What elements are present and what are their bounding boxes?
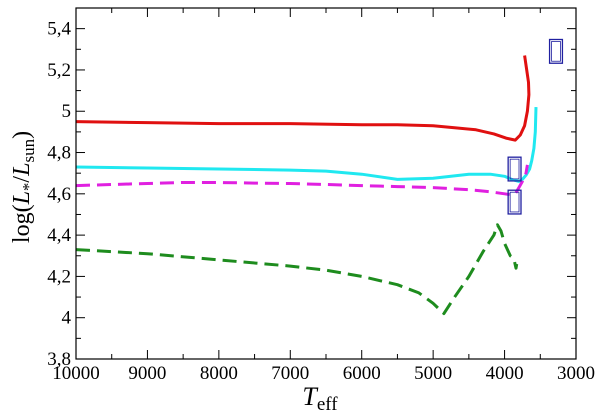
marker-box — [548, 38, 564, 64]
x-tick-label: 3000 — [557, 363, 595, 384]
x-tick-label: 6000 — [343, 363, 381, 384]
series-line-1 — [75, 55, 531, 142]
y-tick-label: 5,2 — [47, 60, 71, 81]
ticks-layer: 10000 9000 8000 7000 6000 5000 4000 3000 3,8 4 4,2… — [47, 8, 595, 384]
x-tick-label: 5000 — [414, 363, 452, 384]
x-axis-title-main: T — [302, 382, 318, 411]
marker-box — [507, 156, 522, 182]
x-tick-label: 4000 — [486, 363, 524, 384]
x-axis-title: Teff — [302, 382, 338, 414]
marker-box-inner — [509, 158, 520, 180]
y-tick-label: 4 — [62, 308, 72, 329]
series-layer — [75, 55, 538, 316]
y-tick-label: 5 — [62, 101, 72, 122]
y-tick-label: 4,6 — [47, 184, 71, 205]
x-tick-label: 8000 — [200, 363, 238, 384]
marker-box-inner — [509, 191, 520, 213]
x-tick-label: 7000 — [271, 363, 309, 384]
y-axis-title: log(L*/Lsun) — [9, 131, 38, 243]
x-tick-label: 9000 — [128, 363, 166, 384]
marker-box-layer — [507, 38, 564, 215]
x-tick-label: 10000 — [52, 363, 100, 384]
marker-box — [507, 189, 522, 215]
y-tick-label: 4,4 — [47, 225, 71, 246]
series-line-2 — [75, 107, 538, 183]
y-tick-label: 4,2 — [47, 266, 71, 287]
marker-box-inner — [551, 41, 561, 62]
series-line-4 — [75, 223, 519, 316]
series-line-3 — [75, 164, 529, 197]
y-tick-label: 3,8 — [47, 349, 71, 370]
y-tick-label: 4,8 — [47, 143, 71, 164]
y-tick-label: 5,4 — [47, 19, 71, 40]
x-axis-title-sub: eff — [317, 394, 338, 414]
